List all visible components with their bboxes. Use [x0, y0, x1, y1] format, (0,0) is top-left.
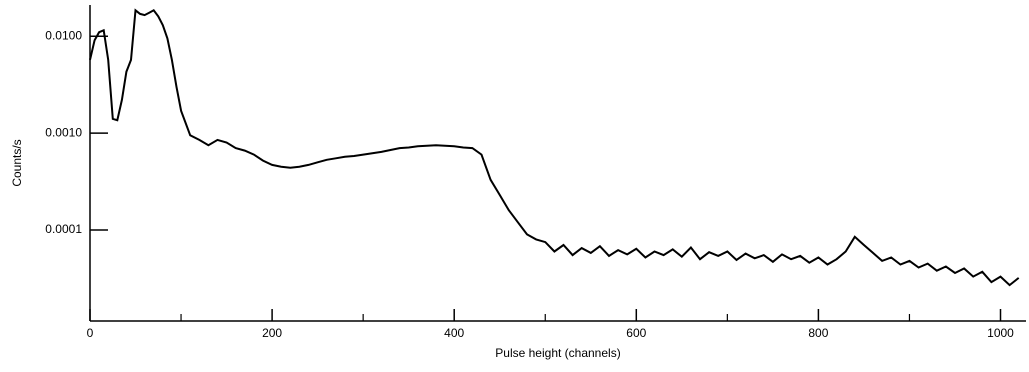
x-tick-label: 600	[626, 326, 646, 340]
x-tick-label: 0	[87, 326, 94, 340]
y-tick-label: 0.0010	[45, 125, 82, 139]
y-tick-label: 0.0001	[45, 222, 82, 236]
x-tick-label: 800	[808, 326, 828, 340]
x-tick-label: 200	[262, 326, 282, 340]
x-tick-label: 400	[444, 326, 464, 340]
x-axis-label: Pulse height (channels)	[495, 346, 620, 360]
x-tick-label: 1000	[987, 326, 1014, 340]
y-axis-label: Counts/s	[10, 139, 24, 186]
y-tick-label: 0.0100	[45, 28, 82, 42]
spectrum-line	[89, 8, 1020, 287]
